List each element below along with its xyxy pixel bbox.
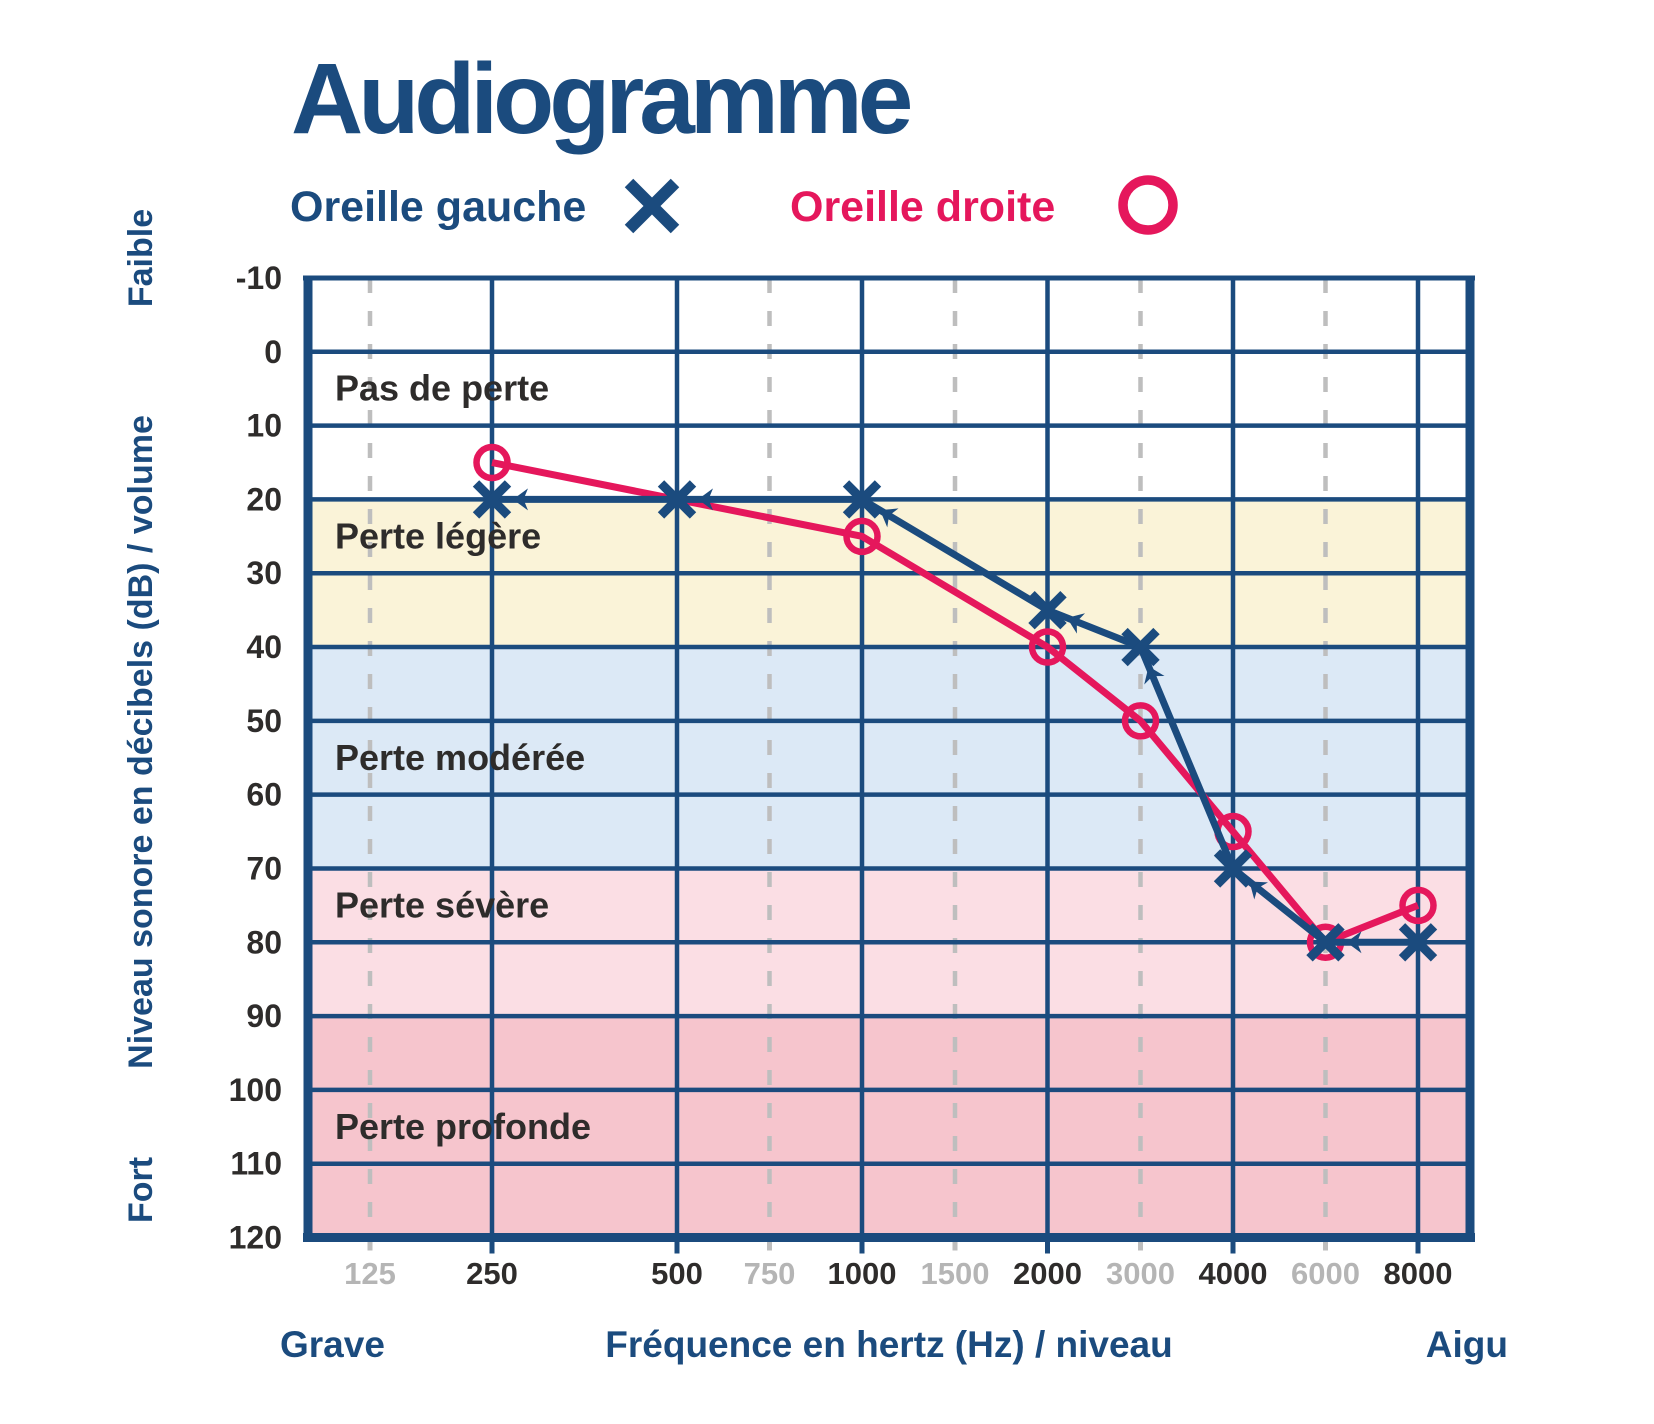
y-axis-soft-label: Faible: [122, 209, 160, 307]
data-point-x: [842, 480, 882, 519]
data-point-x: [1121, 627, 1160, 667]
y-tick-label: -10: [236, 260, 282, 296]
data-point-x: [1306, 923, 1345, 962]
y-tick-label: 120: [229, 1220, 282, 1256]
data-point-circle: [1121, 702, 1160, 740]
x-tick-label: 2000: [1013, 1256, 1082, 1291]
zone-label: Pas de perte: [335, 368, 549, 409]
zone-band: [308, 647, 1470, 869]
x-tick-label: 1000: [828, 1256, 897, 1291]
circle-marker-icon: [1118, 175, 1178, 235]
x-axis-high-label: Aigu: [1426, 1324, 1508, 1365]
y-tick-label: 60: [246, 777, 282, 813]
x-tick-label: 6000: [1291, 1256, 1360, 1291]
x-tick-label: 4000: [1199, 1256, 1268, 1291]
zone-label: Perte profonde: [335, 1106, 591, 1147]
y-tick-label: 70: [246, 850, 282, 886]
legend: Oreille gauche Oreille droite: [290, 175, 1178, 235]
series-arrowhead: [1346, 931, 1362, 954]
x-tick-label: 750: [744, 1256, 796, 1291]
y-tick-label: 10: [246, 408, 282, 444]
y-axis-loud-label: Fort: [122, 1157, 160, 1223]
y-axis-titles: Faible Niveau sonore en décibels (dB) / …: [122, 209, 160, 1223]
series-arrowhead: [880, 508, 899, 528]
page-title: Audiogramme: [291, 43, 911, 155]
y-axis-title: Niveau sonore en décibels (dB) / volume: [122, 415, 160, 1069]
data-point-x: [657, 480, 697, 519]
x-tick-label: 125: [344, 1256, 396, 1291]
y-tick-label: 100: [229, 1072, 282, 1108]
x-tick-label: 8000: [1384, 1256, 1453, 1291]
y-tick-label: 50: [246, 703, 282, 739]
y-tick-label: 90: [246, 998, 282, 1034]
data-point-circle: [843, 517, 881, 556]
y-tick-label: 80: [246, 924, 282, 960]
x-tick-label: 250: [466, 1256, 518, 1291]
x-axis-low-label: Grave: [280, 1324, 385, 1365]
zone-label: Perte légère: [335, 515, 541, 556]
series-arrowhead: [513, 488, 528, 511]
y-tick-label: 20: [246, 481, 282, 517]
series-arrowhead: [1249, 881, 1269, 900]
y-tick-label: 40: [246, 629, 282, 665]
y-tick-label: 0: [264, 334, 282, 370]
legend-right-ear-label: Oreille droite: [790, 183, 1055, 231]
data-point-circle: [1028, 628, 1067, 666]
data-point-circle: [1399, 886, 1437, 925]
series-arrowhead: [1144, 666, 1165, 685]
x-marker-icon: [624, 178, 680, 234]
x-axis-title: Fréquence en hertz (Hz) / niveau: [605, 1324, 1172, 1365]
x-tick-label: 1500: [921, 1256, 990, 1291]
data-point-circle: [473, 443, 511, 482]
x-tick-label: 3000: [1106, 1256, 1175, 1291]
plot-area: Pas de perte Perte légère Perte modérée Per…: [229, 260, 1475, 1291]
x-tick-label: 500: [651, 1256, 703, 1291]
series-arrowhead: [698, 488, 713, 511]
data-point-x: [1213, 849, 1253, 888]
zone-label: Perte modérée: [335, 737, 585, 778]
series-arrowhead: [1067, 613, 1086, 634]
data-point-x: [1398, 923, 1438, 962]
y-tick-label: 110: [230, 1146, 282, 1182]
zone-label: Perte sévère: [335, 884, 549, 925]
legend-left-ear-label: Oreille gauche: [290, 183, 586, 231]
zone-band: [308, 1016, 1470, 1238]
y-tick-label: 30: [246, 555, 282, 591]
x-axis-titles: Grave Fréquence en hertz (Hz) / niveau A…: [280, 1324, 1508, 1365]
data-point-x: [472, 480, 512, 519]
data-point-x: [1028, 590, 1067, 630]
